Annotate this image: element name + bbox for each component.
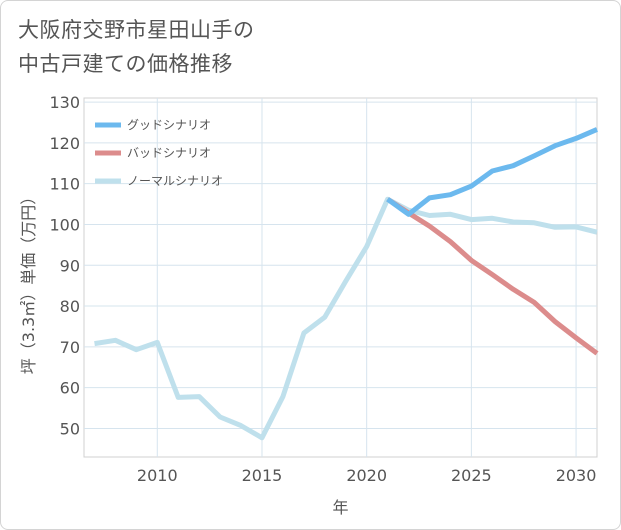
- chart-title: 大阪府交野市星田山手の 中古戸建ての価格推移: [18, 13, 255, 81]
- legend-label: グッドシナリオ: [127, 118, 211, 132]
- series-lines: [94, 127, 599, 441]
- plot-frame: [83, 97, 598, 458]
- legend-label: ノーマルシナリオ: [127, 174, 223, 188]
- x-tick-label: 2020: [346, 466, 387, 485]
- x-axis-label: 年: [332, 498, 348, 517]
- y-tick-label: 80: [60, 297, 80, 316]
- y-tick-label: 70: [60, 338, 80, 357]
- x-tick-label: 2010: [137, 466, 178, 485]
- series-line-1: [386, 197, 599, 356]
- axis-ticks: 50 60 70 80 90 100 110 120 130 2010 2015 2020 2025 20…: [49, 93, 596, 485]
- chart-title-line-2: 中古戸建ての価格推移: [18, 52, 233, 76]
- y-tick-label: 130: [49, 93, 80, 112]
- x-tick-label: 2030: [556, 466, 597, 485]
- y-tick-label: 110: [49, 175, 80, 194]
- grid-lines: [83, 97, 598, 458]
- series-line-0: [386, 127, 598, 217]
- y-tick-label: 100: [49, 215, 80, 234]
- y-tick-label: 120: [49, 134, 80, 153]
- x-tick-label: 2025: [451, 466, 492, 485]
- y-tick-label: 90: [60, 256, 80, 275]
- y-axis-label: 坪（3.3㎡）単価（万円）: [19, 189, 38, 374]
- y-tick-label: 50: [60, 419, 80, 438]
- chart-title-line-1: 大阪府交野市星田山手の: [18, 18, 255, 42]
- series-line-2: [94, 196, 598, 441]
- x-tick-label: 2015: [242, 466, 283, 485]
- y-tick-label: 60: [60, 379, 80, 398]
- legend-label: バッドシナリオ: [127, 146, 211, 160]
